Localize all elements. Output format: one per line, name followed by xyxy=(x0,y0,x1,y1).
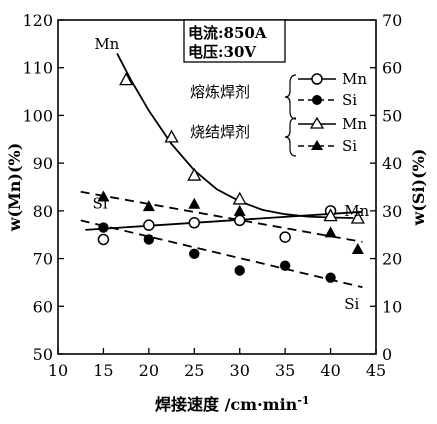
legend-entry-sintered-si: Si xyxy=(342,137,357,155)
data-point-filled-triangle xyxy=(351,243,364,255)
x-tick-label: 40 xyxy=(320,361,340,380)
y-left-tick-label: 90 xyxy=(33,154,53,173)
data-point-open-triangle xyxy=(350,210,365,224)
data-point-filled-circle xyxy=(234,265,245,276)
curve-annotation-label: Si xyxy=(93,195,108,213)
data-point-filled-circle xyxy=(279,260,291,271)
data-point-filled-triangle xyxy=(188,197,201,209)
data-point-filled-circle xyxy=(98,222,109,233)
data-point-open-circle xyxy=(143,219,155,231)
y-left-tick-label: 120 xyxy=(22,11,53,30)
fit-curve xyxy=(116,52,354,219)
curve-annotations: Mn Si Mn Si xyxy=(93,35,370,313)
legend-entry-smelted-mn: Mn xyxy=(342,70,367,88)
y-left-tick-label: 110 xyxy=(22,59,53,78)
data-point-open-triangle xyxy=(187,167,202,181)
legend-marker-sintered-si-icon xyxy=(311,140,323,150)
y-left-tick-label: 60 xyxy=(33,297,53,316)
data-point-filled-triangle xyxy=(324,226,337,238)
y-right-tick-label: 10 xyxy=(382,297,402,316)
x-tick-label: 30 xyxy=(230,361,250,380)
curve-annotation-label: Si xyxy=(344,295,359,313)
curve-annotation-label: Mn xyxy=(94,35,119,53)
data-point-filled-triangle xyxy=(97,190,110,202)
x-tick-label: 45 xyxy=(366,361,386,380)
legend-marker-sintered-mn-icon xyxy=(309,116,325,129)
y-right-tick-label: 40 xyxy=(382,154,402,173)
x-tick-label: 20 xyxy=(139,361,159,380)
legend-group-sintered: 烧结焊剂 xyxy=(190,123,250,141)
x-axis-title-text: 焊接速度 /cm·min xyxy=(155,395,298,414)
data-point-filled-circle xyxy=(143,234,155,245)
y-left-tick-label: 100 xyxy=(22,106,53,125)
y-axis-left-title: w(Mn)(%) xyxy=(5,143,24,233)
x-tick-label: 10 xyxy=(48,361,68,380)
data-point-filled-circle xyxy=(325,272,336,283)
fit-curves xyxy=(80,52,363,289)
data-point-open-circle xyxy=(188,217,201,229)
condition-current: 电流:850A xyxy=(188,24,267,42)
data-point-filled-triangle xyxy=(233,204,246,216)
data-point-filled-triangle xyxy=(142,200,155,212)
legend-brace-smelted xyxy=(284,74,297,120)
data-point-filled-circle xyxy=(189,248,200,259)
data-point-open-triangle xyxy=(232,191,247,205)
fit-curve xyxy=(80,219,363,289)
legend: 熔炼焊剂 烧结焊剂 Mn Si Mn Si xyxy=(190,70,367,157)
data-point-open-triangle xyxy=(323,208,338,222)
x-tick-label: 25 xyxy=(184,361,204,380)
data-point-open-triangle xyxy=(119,72,134,86)
data-point-open-triangle xyxy=(164,129,179,143)
condition-voltage: 电压:30V xyxy=(188,43,256,61)
y-right-tick-label: 50 xyxy=(382,106,402,125)
legend-entry-smelted-si: Si xyxy=(342,91,357,109)
plot-frame xyxy=(57,19,377,355)
legend-entry-sintered-mn: Mn xyxy=(342,115,367,133)
data-point-open-circle xyxy=(97,233,110,246)
y-right-tick-label: 30 xyxy=(382,202,402,221)
y-right-tick-label: 20 xyxy=(382,250,402,269)
curve-annotation-label: Mn xyxy=(344,202,369,220)
x-axis-title-superscript: -1 xyxy=(297,394,309,407)
x-axis-label: 焊接速度 /cm·min-1 xyxy=(155,394,310,414)
y-right-tick-label: 0 xyxy=(382,345,392,364)
y-axis-right-title: w(Si)(%) xyxy=(409,149,428,227)
legend-marker-smelted-mn-icon xyxy=(311,73,323,85)
y-right-tick-label: 60 xyxy=(382,59,402,78)
conditions-box: 电流:850A 电压:30V xyxy=(183,19,286,63)
y-left-tick-label: 70 xyxy=(33,250,53,269)
x-axis-title: 焊接速度 /cm·min-1 xyxy=(155,394,310,414)
data-markers xyxy=(97,72,365,283)
conditions-frame xyxy=(183,19,286,63)
legend-group-smelted: 熔炼焊剂 xyxy=(190,83,250,101)
data-point-open-circle xyxy=(279,231,291,243)
y-left-tick-label: 50 xyxy=(33,345,53,364)
legend-marker-smelted-si-icon xyxy=(312,95,322,105)
axis-ticks: 10 15 20 25 30 35 40 45 50 60 70 80 90 100 110 120 0 10 20… xyxy=(22,11,402,380)
x-tick-label: 15 xyxy=(93,361,113,380)
y-left-tick-label: 80 xyxy=(33,202,53,221)
fit-curve xyxy=(85,210,363,231)
x-tick-label: 35 xyxy=(275,361,295,380)
legend-brace-sintered xyxy=(284,117,297,157)
data-point-open-circle xyxy=(233,214,246,227)
y-right-tick-label: 70 xyxy=(382,11,402,30)
fit-curve xyxy=(80,190,363,243)
